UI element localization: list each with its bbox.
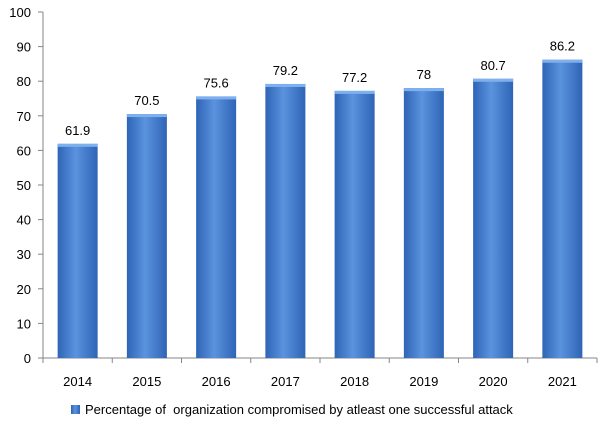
bar-top-edge xyxy=(265,83,306,87)
bar-2019 xyxy=(403,88,444,359)
data-label-2017: 79.2 xyxy=(273,63,298,78)
bar-2014 xyxy=(57,143,98,358)
bar-2015 xyxy=(126,114,167,358)
data-label-2018: 77.2 xyxy=(342,70,367,85)
legend-swatch xyxy=(71,405,80,414)
y-tick-label: 70 xyxy=(17,109,31,124)
y-tick-label: 80 xyxy=(17,74,31,89)
x-tick-label: 2016 xyxy=(202,374,231,389)
bar-top-edge xyxy=(57,143,98,147)
data-label-2015: 70.5 xyxy=(134,93,159,108)
y-tick-label: 10 xyxy=(17,316,31,331)
bar-2018 xyxy=(334,90,375,358)
axes: 0 10 20 30 40 50 60 70 80 90 100 2014 2015 2016 2017 20… xyxy=(9,5,598,389)
x-tick-label: 2017 xyxy=(271,374,300,389)
bars: 61.9 70.5 75.6 79.2 77.2 78 80.7 86.2 xyxy=(57,39,583,359)
bar-2021 xyxy=(542,59,583,359)
x-tick-label: 2020 xyxy=(479,374,508,389)
x-tick-label: 2018 xyxy=(340,374,369,389)
x-tick-label: 2021 xyxy=(548,374,577,389)
legend-label: Percentage of organization compromised b… xyxy=(85,402,513,417)
bar-top-edge xyxy=(403,88,444,92)
x-tick-label: 2019 xyxy=(409,374,438,389)
y-tick-label: 60 xyxy=(17,143,31,158)
data-label-2014: 61.9 xyxy=(65,123,90,138)
legend: Percentage of organization compromised b… xyxy=(71,402,513,417)
x-tick-label: 2015 xyxy=(132,374,161,389)
bar-top-edge xyxy=(473,78,514,82)
data-label-2016: 75.6 xyxy=(203,75,228,90)
y-tick-label: 20 xyxy=(17,282,31,297)
y-tick-label: 30 xyxy=(17,247,31,262)
y-tick-label: 50 xyxy=(17,178,31,193)
bar-2017 xyxy=(265,83,306,358)
bar-top-edge xyxy=(542,59,583,63)
y-tick-label: 100 xyxy=(9,5,31,20)
bar-2016 xyxy=(196,96,237,358)
y-tick-label: 0 xyxy=(24,351,31,366)
bar-top-edge xyxy=(334,90,375,94)
x-tick-label: 2014 xyxy=(63,374,92,389)
data-label-2020: 80.7 xyxy=(480,58,505,73)
y-tick-label: 90 xyxy=(17,40,31,55)
data-label-2019: 78 xyxy=(417,67,431,82)
bar-2020 xyxy=(473,78,514,358)
bar-top-edge xyxy=(196,96,237,100)
y-tick-label: 40 xyxy=(17,213,31,228)
bar-top-edge xyxy=(126,114,167,118)
data-label-2021: 86.2 xyxy=(550,39,575,54)
